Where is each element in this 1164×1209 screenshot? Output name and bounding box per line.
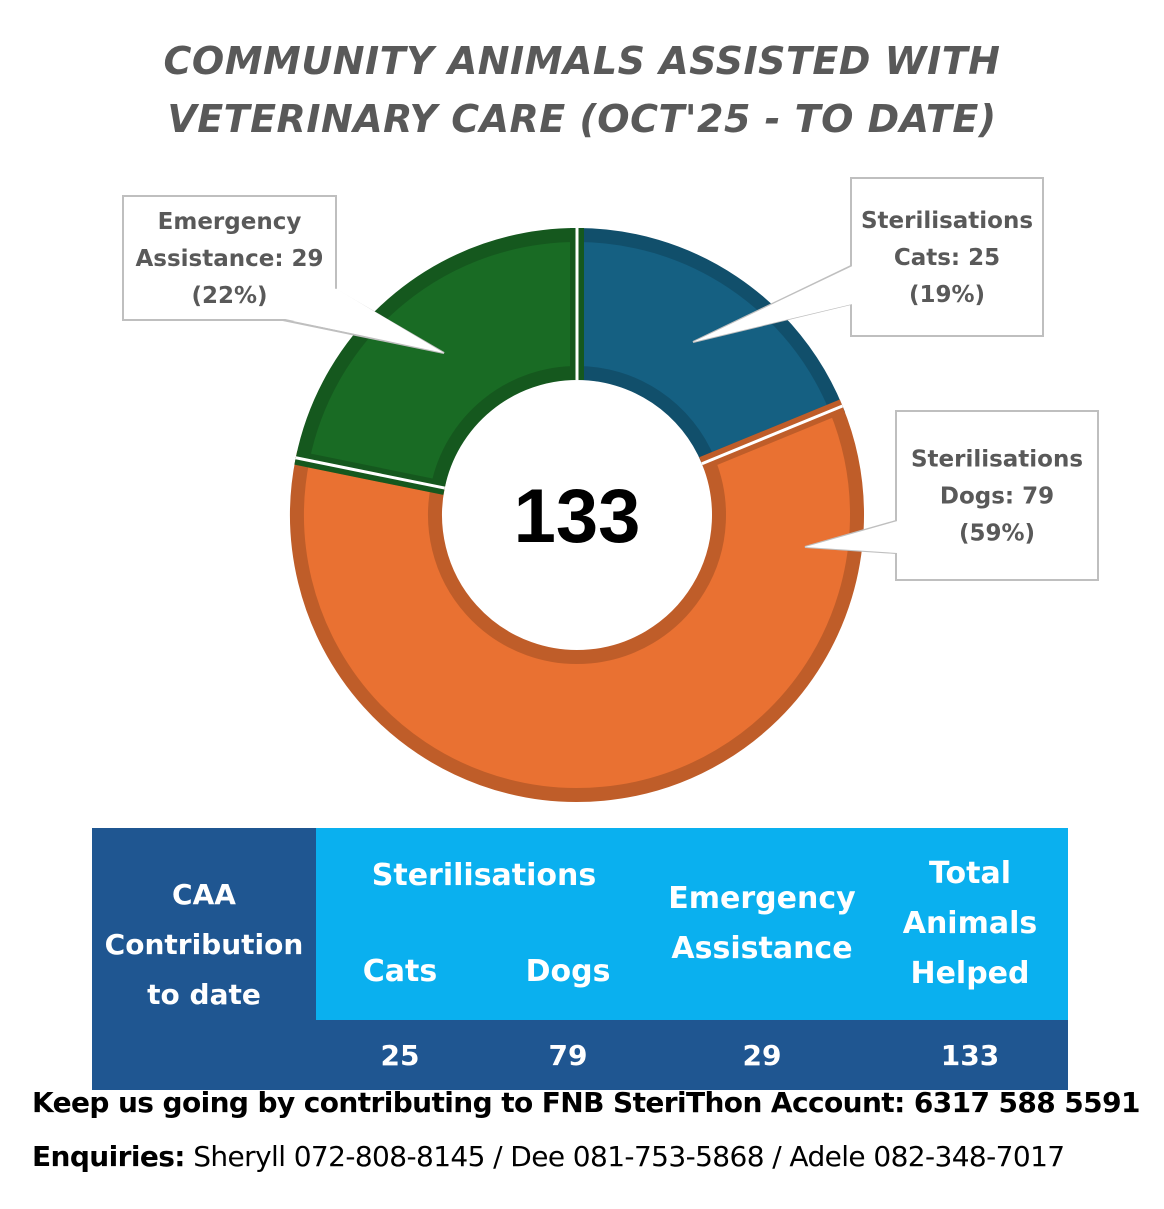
total-header-line-1: Total — [929, 856, 1011, 891]
slice-separator — [701, 404, 844, 466]
contribution-table: CAA Contribution to date Sterilisations … — [92, 828, 1068, 1090]
emergency-header-line-1: Emergency — [668, 881, 856, 916]
row-label-line-1: CAA — [172, 878, 236, 911]
chart-title-line-1: COMMUNITY ANIMALS ASSISTED WITH — [163, 39, 1001, 83]
enquiries-label: Enquiries: — [32, 1140, 186, 1173]
total-header-line-2: Animals — [902, 906, 1038, 941]
center-total-label: 133 — [514, 474, 641, 559]
emergency-value: 29 — [652, 1020, 872, 1090]
row-label-line-2: Contribution — [104, 928, 304, 961]
callout-sterilisations-dogs: Sterilisations Dogs: 79 (59%) — [804, 410, 1099, 581]
total-header: Total Animals Helped — [872, 828, 1068, 1020]
chart-title-line-2: VETERINARY CARE (OCT'25 - TO DATE) — [167, 97, 997, 141]
callout-label-line: Sterilisations — [911, 447, 1083, 473]
emergency-header: Emergency Assistance — [652, 828, 872, 1020]
callout-label-line: (22%) — [191, 283, 267, 309]
donation-line: Keep us going by contributing to FNB Ste… — [32, 1086, 1140, 1119]
callout-box — [895, 410, 1099, 581]
doughnut-slices — [290, 227, 864, 802]
callout-box — [850, 177, 1044, 337]
cats-value: 25 — [316, 1020, 484, 1090]
row-label-line-3: to date — [147, 978, 261, 1011]
slice-sterilisations-cats — [570, 227, 846, 471]
row-label-continuation — [92, 1020, 316, 1090]
callout-label-line: Assistance: 29 — [135, 246, 323, 272]
slice-separator — [295, 456, 446, 490]
slice-sterilisations-dogs — [290, 399, 864, 802]
callout-label-line: (19%) — [909, 282, 985, 308]
cats-header: Cats — [316, 924, 484, 1020]
callout-label-line: Sterilisations — [861, 208, 1033, 234]
emergency-header-line-2: Assistance — [671, 931, 853, 966]
enquiries-line: Enquiries: Sheryll 072-808-8145 / Dee 08… — [32, 1140, 1152, 1173]
total-header-line-3: Helped — [910, 956, 1030, 991]
enquiries-contacts: Sheryll 072-808-8145 / Dee 081-753-5868 … — [184, 1140, 1065, 1173]
callout-pointer-fill — [805, 521, 898, 553]
chart-title: COMMUNITY ANIMALS ASSISTED WITH VETERINA… — [0, 32, 1164, 148]
sterilisations-header: Sterilisations — [316, 828, 652, 925]
callout-label-line: (59%) — [959, 521, 1035, 547]
callout-pointer-fill — [283, 288, 444, 353]
callout-label-line: Dogs: 79 — [940, 484, 1054, 510]
callout-sterilisations-cats: Sterilisations Cats: 25 (19%) — [692, 177, 1044, 343]
row-label-cell: CAA Contribution to date — [92, 828, 316, 1020]
callout-emergency-assistance: Emergency Assistance: 29 (22%) — [122, 195, 445, 354]
callout-box — [122, 195, 337, 321]
dogs-header: Dogs — [484, 924, 652, 1020]
dogs-value: 79 — [484, 1020, 652, 1090]
callout-label-line: Emergency — [158, 209, 302, 235]
callout-pointer-fill — [693, 266, 853, 342]
total-value: 133 — [872, 1020, 1068, 1090]
callout-label-line: Cats: 25 — [894, 245, 1000, 271]
slice-emergency-assistance — [294, 227, 584, 495]
